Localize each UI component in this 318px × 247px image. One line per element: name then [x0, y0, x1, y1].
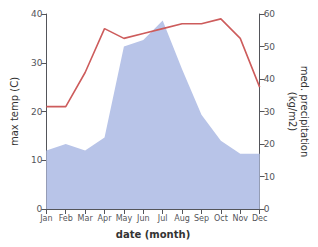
svg-text:50: 50 [264, 42, 276, 52]
svg-text:May: May [116, 214, 133, 223]
svg-text:40: 40 [264, 74, 276, 84]
svg-text:Feb: Feb [59, 214, 73, 223]
svg-text:0: 0 [37, 204, 43, 214]
svg-text:med. precipitation: med. precipitation [299, 66, 310, 158]
svg-text:Mar: Mar [78, 214, 94, 223]
svg-text:20: 20 [264, 139, 276, 149]
svg-text:date (month): date (month) [116, 229, 190, 240]
svg-text:Jul: Jul [157, 214, 168, 223]
svg-text:30: 30 [31, 58, 43, 68]
svg-text:(kg/m2): (kg/m2) [287, 92, 298, 132]
svg-text:Sep: Sep [194, 214, 209, 223]
svg-text:max temp (C): max temp (C) [9, 77, 20, 146]
svg-text:20: 20 [31, 107, 43, 117]
svg-text:0: 0 [264, 204, 270, 214]
svg-text:30: 30 [264, 107, 276, 117]
svg-text:Dec: Dec [252, 214, 267, 223]
svg-text:Apr: Apr [98, 214, 113, 223]
svg-text:Oct: Oct [214, 214, 228, 223]
svg-text:Jun: Jun [136, 214, 150, 223]
svg-text:Jan: Jan [39, 214, 52, 223]
svg-text:Aug: Aug [174, 214, 190, 223]
svg-text:10: 10 [31, 155, 43, 165]
svg-text:40: 40 [31, 9, 43, 19]
svg-text:60: 60 [264, 9, 276, 19]
svg-text:Nov: Nov [232, 214, 248, 223]
svg-text:10: 10 [264, 172, 276, 182]
